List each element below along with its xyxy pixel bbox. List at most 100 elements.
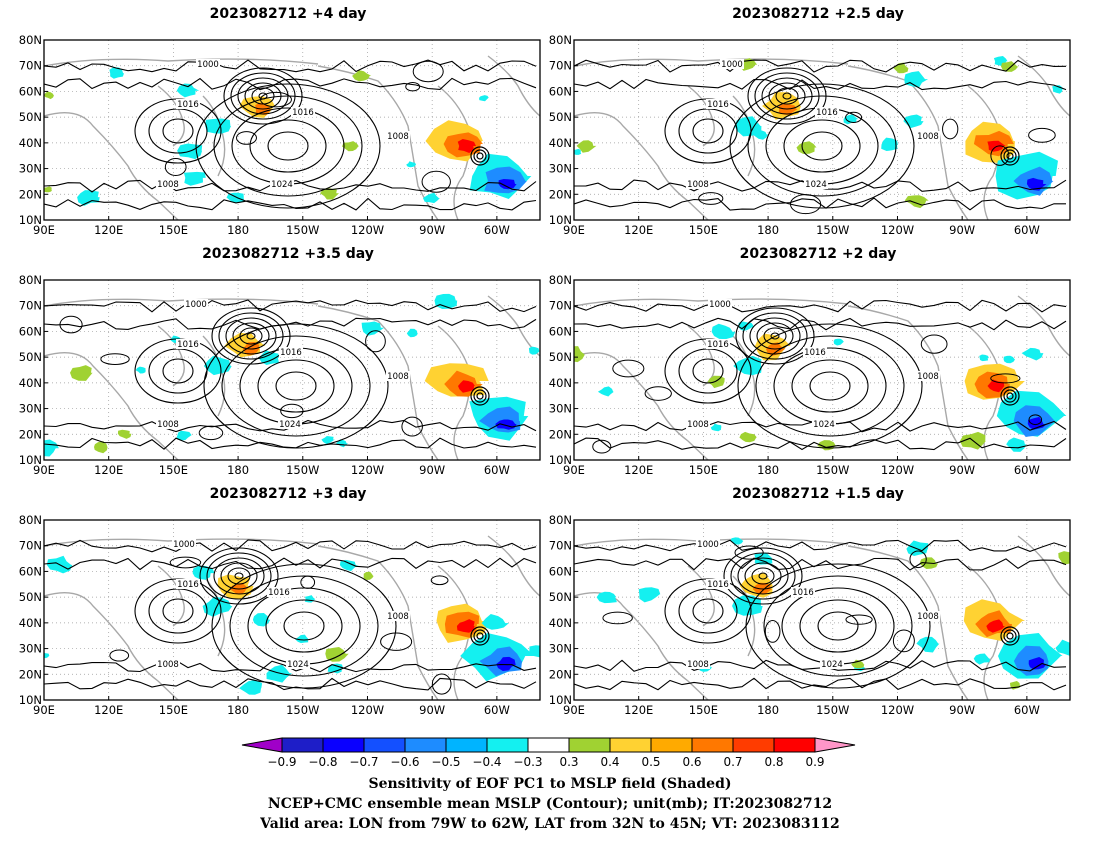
shaded-region	[44, 439, 59, 457]
contour-label-bg	[386, 371, 410, 381]
contour-label-bg	[156, 659, 180, 669]
lat-label: 60N	[19, 564, 42, 578]
contour-line	[44, 539, 537, 553]
contour-line	[1006, 632, 1014, 640]
shaded-region	[574, 346, 585, 363]
contour-line	[737, 557, 789, 595]
shaded-region	[1055, 639, 1070, 656]
contour-line	[612, 359, 645, 378]
lat-label: 60N	[549, 84, 572, 98]
lat-label: 10N	[549, 453, 572, 467]
map-plot: 1000 1024 1008 1016 1008 1016 80N 70N 60N 50N 40N 3…	[549, 33, 1071, 237]
contour-label-bg	[291, 107, 315, 117]
shaded-region	[252, 613, 271, 627]
contour-label-bg	[386, 611, 410, 621]
colorbar-tick-label: −0.8	[308, 755, 337, 768]
lon-label: 120E	[624, 463, 653, 477]
panel-title: 2023082712 +4 day	[209, 6, 367, 22]
contour-line	[1028, 414, 1043, 426]
lon-label: 120E	[94, 703, 123, 717]
colorbar-tick-label: −0.7	[349, 755, 378, 768]
map-frame	[573, 279, 1071, 461]
coastline	[44, 538, 319, 547]
contour-line	[758, 572, 768, 580]
contour-label-bg	[176, 339, 200, 349]
contour-line	[44, 557, 537, 571]
lon-label: 120E	[624, 703, 653, 717]
lon-label: 60W	[1014, 703, 1040, 717]
contour-line	[761, 77, 813, 115]
contour-label: 1000	[173, 540, 195, 550]
colorbar-tick-label: 0.5	[641, 755, 660, 768]
shaded-region	[183, 171, 206, 186]
contour-label-bg	[278, 419, 302, 429]
coastline	[202, 95, 226, 177]
contour-label: 1008	[917, 612, 939, 622]
contour-line	[247, 587, 361, 665]
shaded-region	[574, 148, 582, 155]
contour-line	[470, 386, 490, 406]
contour-label: 1016	[816, 108, 838, 118]
lat-label: 40N	[549, 376, 572, 390]
shaded-region	[833, 338, 844, 346]
coastline	[44, 592, 179, 700]
contour-line	[473, 389, 487, 403]
contour-line	[44, 59, 537, 73]
contour-label-bg	[156, 419, 180, 429]
lon-label: 90W	[949, 703, 975, 717]
contour-line	[44, 317, 537, 330]
contour-label: 1016	[804, 348, 826, 358]
shaded-region	[529, 645, 540, 658]
contour-line	[239, 347, 353, 425]
coastline	[44, 58, 319, 67]
shaded-region	[327, 663, 343, 674]
contour-line	[109, 649, 130, 662]
lat-label: 20N	[19, 427, 42, 441]
colorbar-segment	[527, 737, 570, 753]
contour-line	[476, 152, 484, 160]
contour-label: 1016	[707, 340, 729, 350]
contour-label-bg	[184, 299, 208, 309]
contour-line	[763, 327, 787, 345]
contour-line	[223, 67, 303, 125]
lon-label: 120E	[624, 223, 653, 237]
colorbar-segment	[281, 737, 324, 753]
contour-line	[211, 307, 291, 365]
lon-label: 180	[757, 223, 779, 237]
panel-title: 2023082712 +2.5 day	[732, 6, 904, 22]
lat-label: 50N	[19, 350, 42, 364]
contour-label: 1008	[387, 612, 409, 622]
contour-line	[692, 358, 724, 384]
lon-label: 90W	[949, 223, 975, 237]
contour-line	[768, 82, 806, 110]
contour-line	[473, 629, 487, 643]
shaded-region	[458, 380, 475, 393]
coastline	[687, 85, 715, 147]
contour-line	[678, 348, 738, 394]
contour-line	[574, 197, 1066, 211]
map-frame	[43, 279, 541, 461]
contour-line	[942, 118, 959, 140]
contour-label-bg	[267, 587, 291, 597]
lat-label: 70N	[549, 59, 572, 73]
contour-line	[225, 317, 277, 355]
lon-label: 120E	[94, 223, 123, 237]
contour-line	[44, 437, 537, 450]
contour-label-bg	[156, 179, 180, 189]
contour-line	[100, 353, 130, 365]
map-plot: 1000 1024 1008 1016 1008 1016 80N 70N 60N 50N 40N 3…	[549, 513, 1071, 717]
shaded-region	[44, 652, 50, 659]
contour-line	[742, 312, 808, 360]
shaded-region	[44, 91, 54, 100]
lat-label: 30N	[549, 162, 572, 176]
coastline	[847, 305, 969, 460]
shaded-region	[739, 431, 757, 443]
shaded-region	[1021, 347, 1044, 361]
contour-line	[162, 118, 194, 144]
contour-line	[783, 119, 861, 173]
footer-line-2: NCEP+CMC ensemble mean MSLP (Contour); u…	[267, 796, 833, 812]
contour-line	[592, 439, 612, 454]
lat-label: 30N	[19, 162, 42, 176]
contour-line	[236, 131, 257, 145]
coastline	[157, 325, 185, 387]
